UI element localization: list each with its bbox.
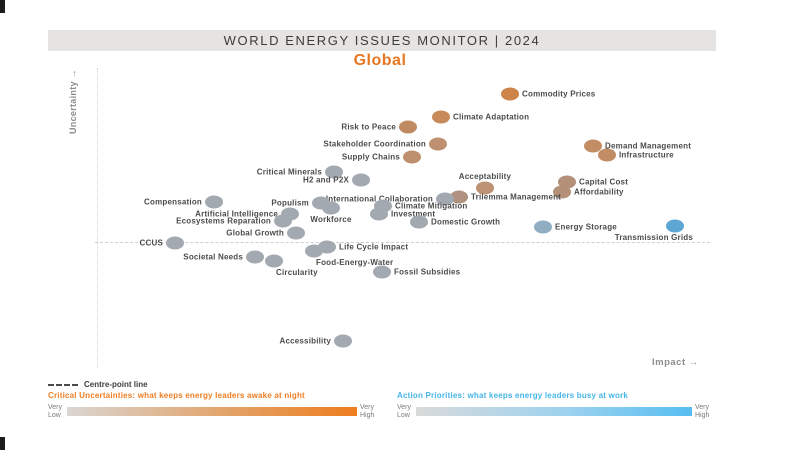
- screen-edge-mark-bottom: [0, 437, 5, 450]
- issue-bubble-climate-adaptation: [432, 110, 450, 124]
- issue-label-supply-chains: Supply Chains: [341, 152, 400, 162]
- issue-label-workforce: Workforce: [310, 215, 352, 224]
- issue-bubble-international-collaboration: [436, 192, 454, 206]
- issue-bubble-circularity: [265, 254, 283, 268]
- legend-action-priorities: Action Priorities: what keeps energy lea…: [397, 380, 713, 419]
- issue-label-food-energy-water: Food-Energy-Water: [316, 258, 394, 267]
- issue-label-life-cycle-impact: Life Cycle Impact: [339, 242, 409, 252]
- issue-label-accessibility: Accessibility: [279, 336, 331, 346]
- issue-bubble-capital-cost: [558, 175, 576, 189]
- issue-bubble-workforce: [322, 201, 340, 215]
- issue-label-infrastructure: Infrastructure: [619, 150, 674, 160]
- dashed-line-swatch: [48, 383, 78, 386]
- issue-bubble-infrastructure: [598, 148, 616, 162]
- issue-label-critical-minerals: Critical Minerals: [256, 167, 322, 177]
- action-gradient-scale: Very Low Very High: [397, 404, 713, 419]
- issue-bubble-commodity-prices: [501, 87, 519, 101]
- critical-uncertainties-title: Critical Uncertainties: what keeps energ…: [48, 391, 305, 400]
- issue-label-transmission-grids: Transmission Grids: [614, 233, 693, 242]
- issue-bubble-trilemma-management: [450, 190, 468, 204]
- scale-high-label: Very High: [695, 404, 710, 419]
- issue-label-commodity-prices: Commodity Prices: [522, 89, 596, 99]
- issue-bubble-societal-needs: [246, 250, 264, 264]
- issue-label-societal-needs: Societal Needs: [183, 252, 243, 262]
- issue-label-artificial-intelligence: Artificial Intelligence: [195, 209, 278, 219]
- issue-bubble-acceptability: [476, 181, 494, 195]
- issue-bubble-investment: [370, 207, 388, 221]
- page-title: WORLD ENERGY ISSUES MONITOR | 2024: [223, 33, 541, 48]
- y-axis-line: [97, 68, 98, 368]
- issue-label-energy-storage: Energy Storage: [555, 222, 617, 232]
- x-axis-label: Impact →: [652, 357, 699, 368]
- issue-label-climate-mitigation: Climate Mitigation: [395, 201, 468, 211]
- issue-bubble-domestic-growth: [410, 215, 428, 229]
- scale-low-label: Very Low: [48, 404, 63, 419]
- issue-bubble-stakeholder-coordination: [429, 137, 447, 151]
- chart-subtitle: Global: [353, 52, 407, 69]
- issue-bubble-energy-storage: [534, 220, 552, 234]
- centre-point-line-label: Centre-point line: [84, 380, 148, 389]
- issue-label-global-growth: Global Growth: [226, 228, 284, 238]
- issue-label-investment: Investment: [391, 209, 436, 219]
- issue-label-h2-and-p2x: H2 and P2X: [302, 175, 349, 185]
- critical-gradient-bar: [67, 407, 357, 417]
- issue-label-acceptability: Acceptability: [458, 172, 512, 181]
- action-priorities-title: Action Priorities: what keeps energy lea…: [397, 391, 629, 400]
- issue-label-risk-to-peace: Risk to Peace: [341, 122, 396, 132]
- legend-critical-uncertainties: Centre-point line Critical Uncertainties…: [48, 380, 378, 419]
- scale-low-label: Very Low: [397, 404, 412, 419]
- action-gradient-bar: [416, 407, 692, 417]
- issue-bubble-affordability: [553, 185, 571, 199]
- issue-bubble-ccus: [166, 236, 184, 250]
- issue-label-international-collaboration: International Collaboration: [325, 194, 433, 204]
- centre-point-line: [95, 242, 710, 243]
- scale-high-label: Very High: [360, 404, 375, 419]
- issue-label-populism: Populism: [271, 198, 309, 208]
- title-band: WORLD ENERGY ISSUES MONITOR | 2024: [48, 30, 716, 51]
- issue-bubble-critical-minerals: [325, 165, 343, 179]
- critical-gradient-scale: Very Low Very High: [48, 404, 378, 419]
- issue-bubble-transmission-grids: [666, 219, 684, 233]
- issue-label-circularity: Circularity: [276, 268, 318, 277]
- issue-label-affordability: Affordability: [574, 187, 624, 197]
- issue-label-capital-cost: Capital Cost: [579, 177, 629, 187]
- issue-bubble-h2-and-p2x: [352, 173, 370, 187]
- issue-bubble-fossil-subsidies: [373, 265, 391, 279]
- issue-bubble-food-energy-water: [305, 244, 323, 258]
- issue-label-stakeholder-coordination: Stakeholder Coordination: [323, 139, 426, 149]
- y-axis-label: Uncertainty →: [68, 69, 78, 134]
- issue-bubble-ecosystems-reparation: [274, 214, 292, 228]
- issue-label-fossil-subsidies: Fossil Subsidies: [394, 267, 461, 277]
- issue-label-domestic-growth: Domestic Growth: [431, 217, 501, 227]
- issue-label-ccus: CCUS: [139, 238, 163, 248]
- issue-bubble-compensation: [205, 195, 223, 209]
- issue-bubble-supply-chains: [403, 150, 421, 164]
- issue-bubble-risk-to-peace: [399, 120, 417, 134]
- issue-bubble-demand-management: [584, 139, 602, 153]
- issue-label-trilemma-management: Trilemma Management: [471, 192, 562, 202]
- issue-label-compensation: Compensation: [144, 197, 202, 207]
- issue-label-demand-management: Demand Management: [605, 141, 692, 151]
- screen-edge-mark-top: [0, 0, 5, 13]
- issue-bubble-global-growth: [287, 226, 305, 240]
- issue-label-ecosystems-reparation: Ecosystems Reparation: [176, 216, 271, 226]
- issue-label-climate-adaptation: Climate Adaptation: [453, 112, 530, 122]
- issue-bubble-accessibility: [334, 334, 352, 348]
- centre-point-line-legend: Centre-point line: [48, 380, 378, 389]
